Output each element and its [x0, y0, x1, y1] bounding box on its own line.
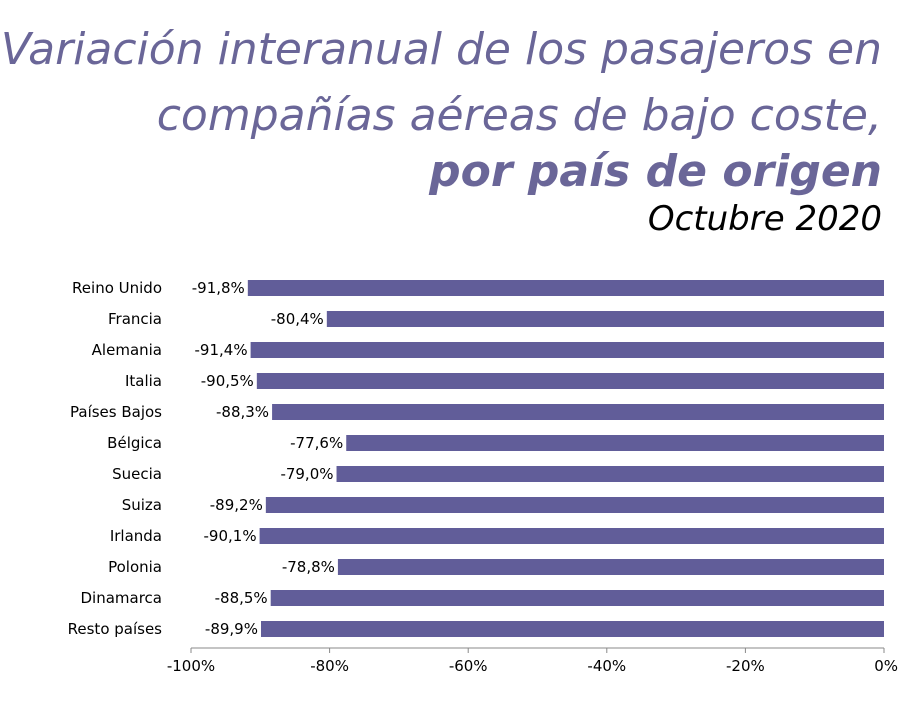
bar: [260, 621, 884, 637]
category-label: Bélgica: [107, 434, 162, 452]
data-label: -77,6%: [290, 434, 343, 452]
category-label: Suiza: [122, 496, 162, 514]
data-label: -78,8%: [282, 558, 335, 576]
data-label: -89,9%: [205, 620, 258, 638]
category-label: Italia: [125, 372, 162, 390]
x-tick-label: 0%: [874, 657, 898, 675]
x-tick-label: -60%: [449, 657, 488, 675]
data-label: -90,1%: [204, 527, 257, 545]
data-label: -90,5%: [201, 372, 254, 390]
data-label: -80,4%: [271, 310, 324, 328]
x-axis: -100% -80% -60% -40% -20% 0%: [167, 647, 898, 675]
category-label: Países Bajos: [70, 403, 162, 421]
chart-title-line-1: Variación interanual de los pasajeros en: [0, 24, 882, 75]
chart-title-line-3: por país de origen: [429, 146, 882, 197]
category-labels: Reino Unido Francia Alemania Italia Países B…: [68, 279, 163, 638]
bar: [337, 559, 884, 575]
x-tick-label: -80%: [310, 657, 349, 675]
bar: [336, 466, 884, 482]
bar: [326, 311, 884, 327]
bar: [247, 280, 885, 296]
data-label: -89,2%: [210, 496, 263, 514]
bar: [259, 528, 884, 544]
chart-title-line-2: compañías aéreas de bajo coste,: [156, 90, 882, 141]
x-tick-label: -20%: [726, 657, 765, 675]
category-label: Polonia: [108, 558, 162, 576]
category-label: Irlanda: [110, 527, 162, 545]
bar: [250, 342, 884, 358]
data-label: -88,3%: [216, 403, 269, 421]
bar: [256, 373, 885, 389]
category-label: Dinamarca: [81, 589, 163, 607]
category-label: Alemania: [92, 341, 162, 359]
x-tick-label: -100%: [167, 657, 215, 675]
bar: [346, 435, 884, 451]
category-label: Reino Unido: [72, 279, 162, 297]
value-labels: -91,8% -80,4% -91,4% -90,5% -88,3% -77,6% -79,…: [192, 279, 343, 638]
bar: [265, 497, 884, 513]
bar-series: [247, 280, 885, 637]
data-label: -91,4%: [195, 341, 248, 359]
category-label: Suecia: [112, 465, 162, 483]
bar: [272, 404, 884, 420]
data-label: -91,8%: [192, 279, 245, 297]
category-label: Francia: [108, 310, 162, 328]
chart-title-block: Variación interanual de los pasajeros en…: [0, 24, 882, 239]
bar: [270, 590, 884, 606]
chart-subtitle: Octubre 2020: [647, 199, 882, 239]
data-label: -88,5%: [215, 589, 268, 607]
data-label: -79,0%: [280, 465, 333, 483]
x-tick-label: -40%: [587, 657, 626, 675]
category-label: Resto países: [68, 620, 163, 638]
